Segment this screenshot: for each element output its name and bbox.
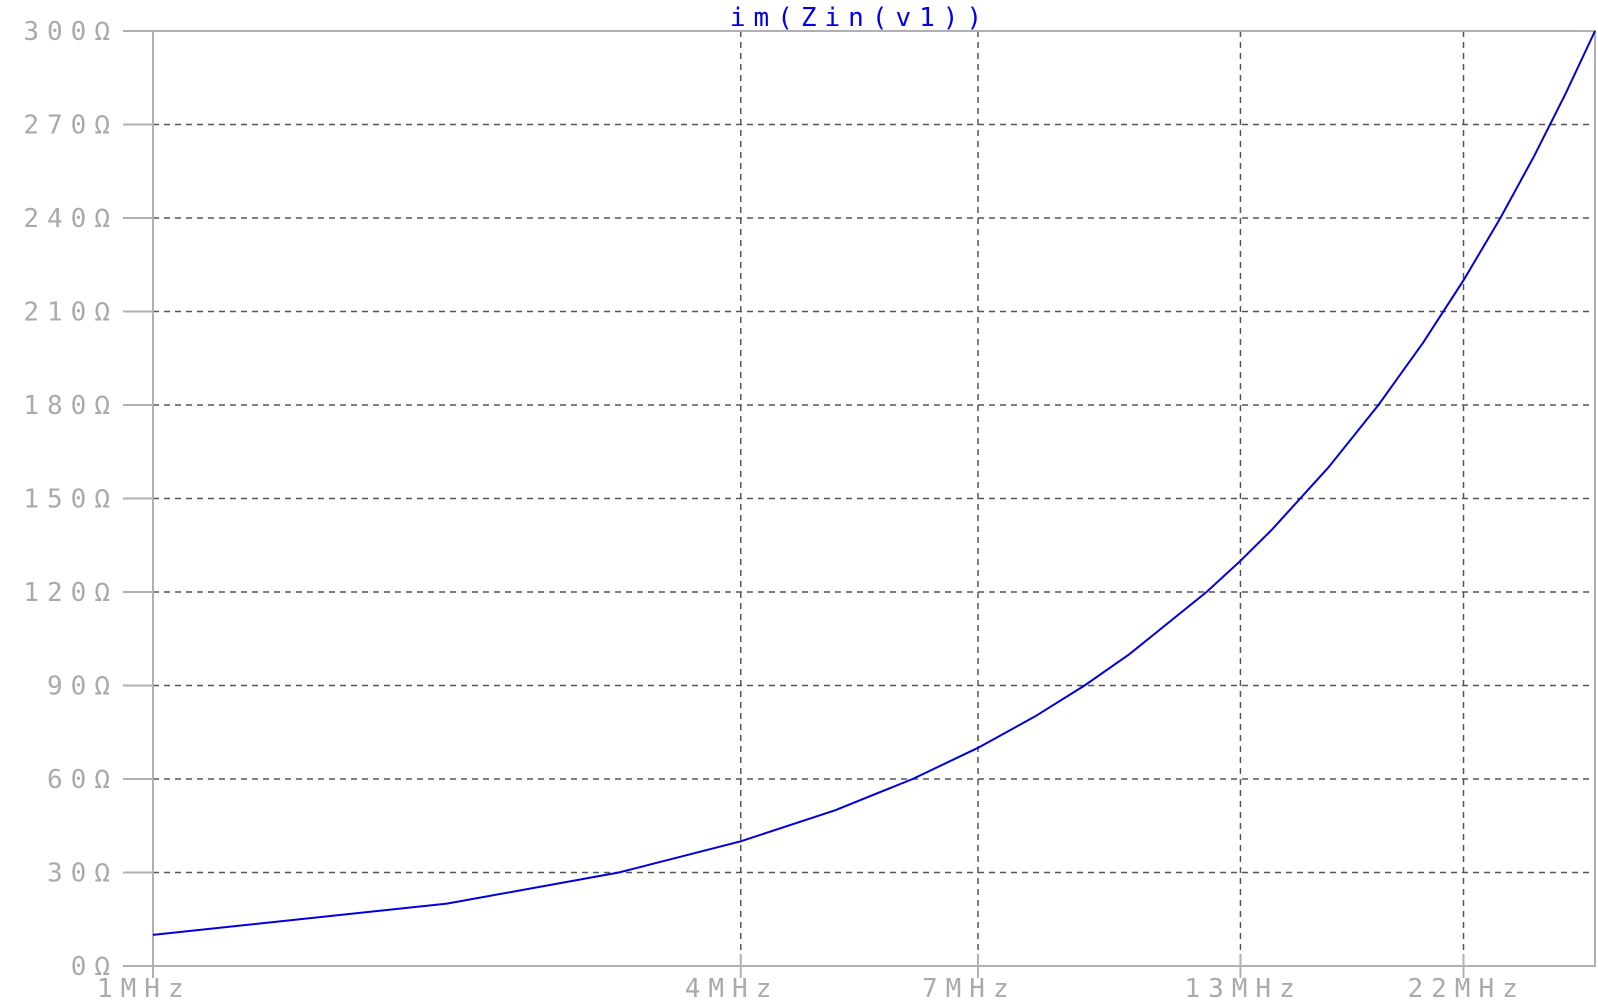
y-tick-label: 90Ω bbox=[47, 672, 118, 702]
labels-layer: 0Ω 30Ω 60Ω 90Ω 120Ω 150Ω 180Ω 210Ω 240Ω 270Ω 300Ω 1… bbox=[23, 17, 1526, 1004]
x-tick-label: 22MHz bbox=[1408, 974, 1526, 1004]
x-tick-label: 7MHz bbox=[922, 974, 1017, 1004]
y-tick-label: 210Ω bbox=[23, 298, 118, 328]
y-tick-label: 150Ω bbox=[23, 485, 118, 515]
y-tick-label: 30Ω bbox=[47, 859, 118, 889]
y-tick-label: 0Ω bbox=[71, 952, 118, 982]
ticks-layer bbox=[123, 30, 1465, 978]
chart-title: im(Zin(v1)) bbox=[730, 3, 990, 33]
y-tick-label: 180Ω bbox=[23, 391, 118, 421]
y-tick-label: 60Ω bbox=[47, 765, 118, 795]
x-tick-label: 4MHz bbox=[685, 974, 780, 1004]
series-layer bbox=[152, 30, 1596, 936]
y-tick-label: 300Ω bbox=[23, 17, 118, 47]
y-tick-label: 270Ω bbox=[23, 111, 118, 141]
x-tick-label: 13MHz bbox=[1184, 974, 1302, 1004]
series-line bbox=[152, 30, 1596, 936]
grid-layer bbox=[153, 31, 1595, 966]
y-tick-label: 120Ω bbox=[23, 578, 118, 608]
y-tick-label: 240Ω bbox=[23, 204, 118, 234]
x-tick-label: 1MHz bbox=[97, 974, 192, 1004]
